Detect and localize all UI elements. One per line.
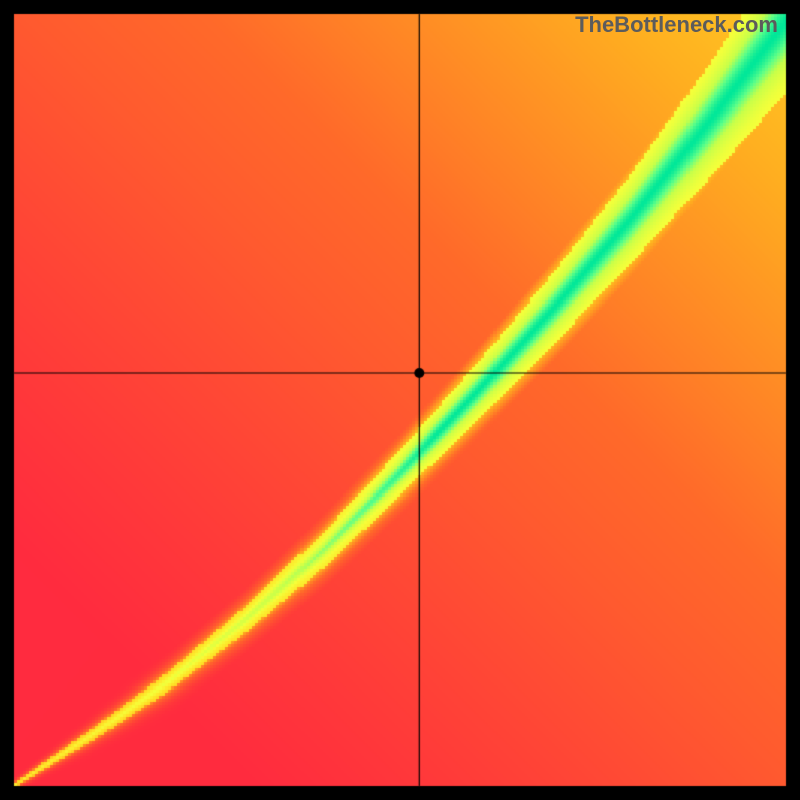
watermark-text: TheBottleneck.com [575,12,778,38]
chart-container: { "canvas_size": 800, "border_width": 14… [0,0,800,800]
crosshair-overlay [0,0,800,800]
